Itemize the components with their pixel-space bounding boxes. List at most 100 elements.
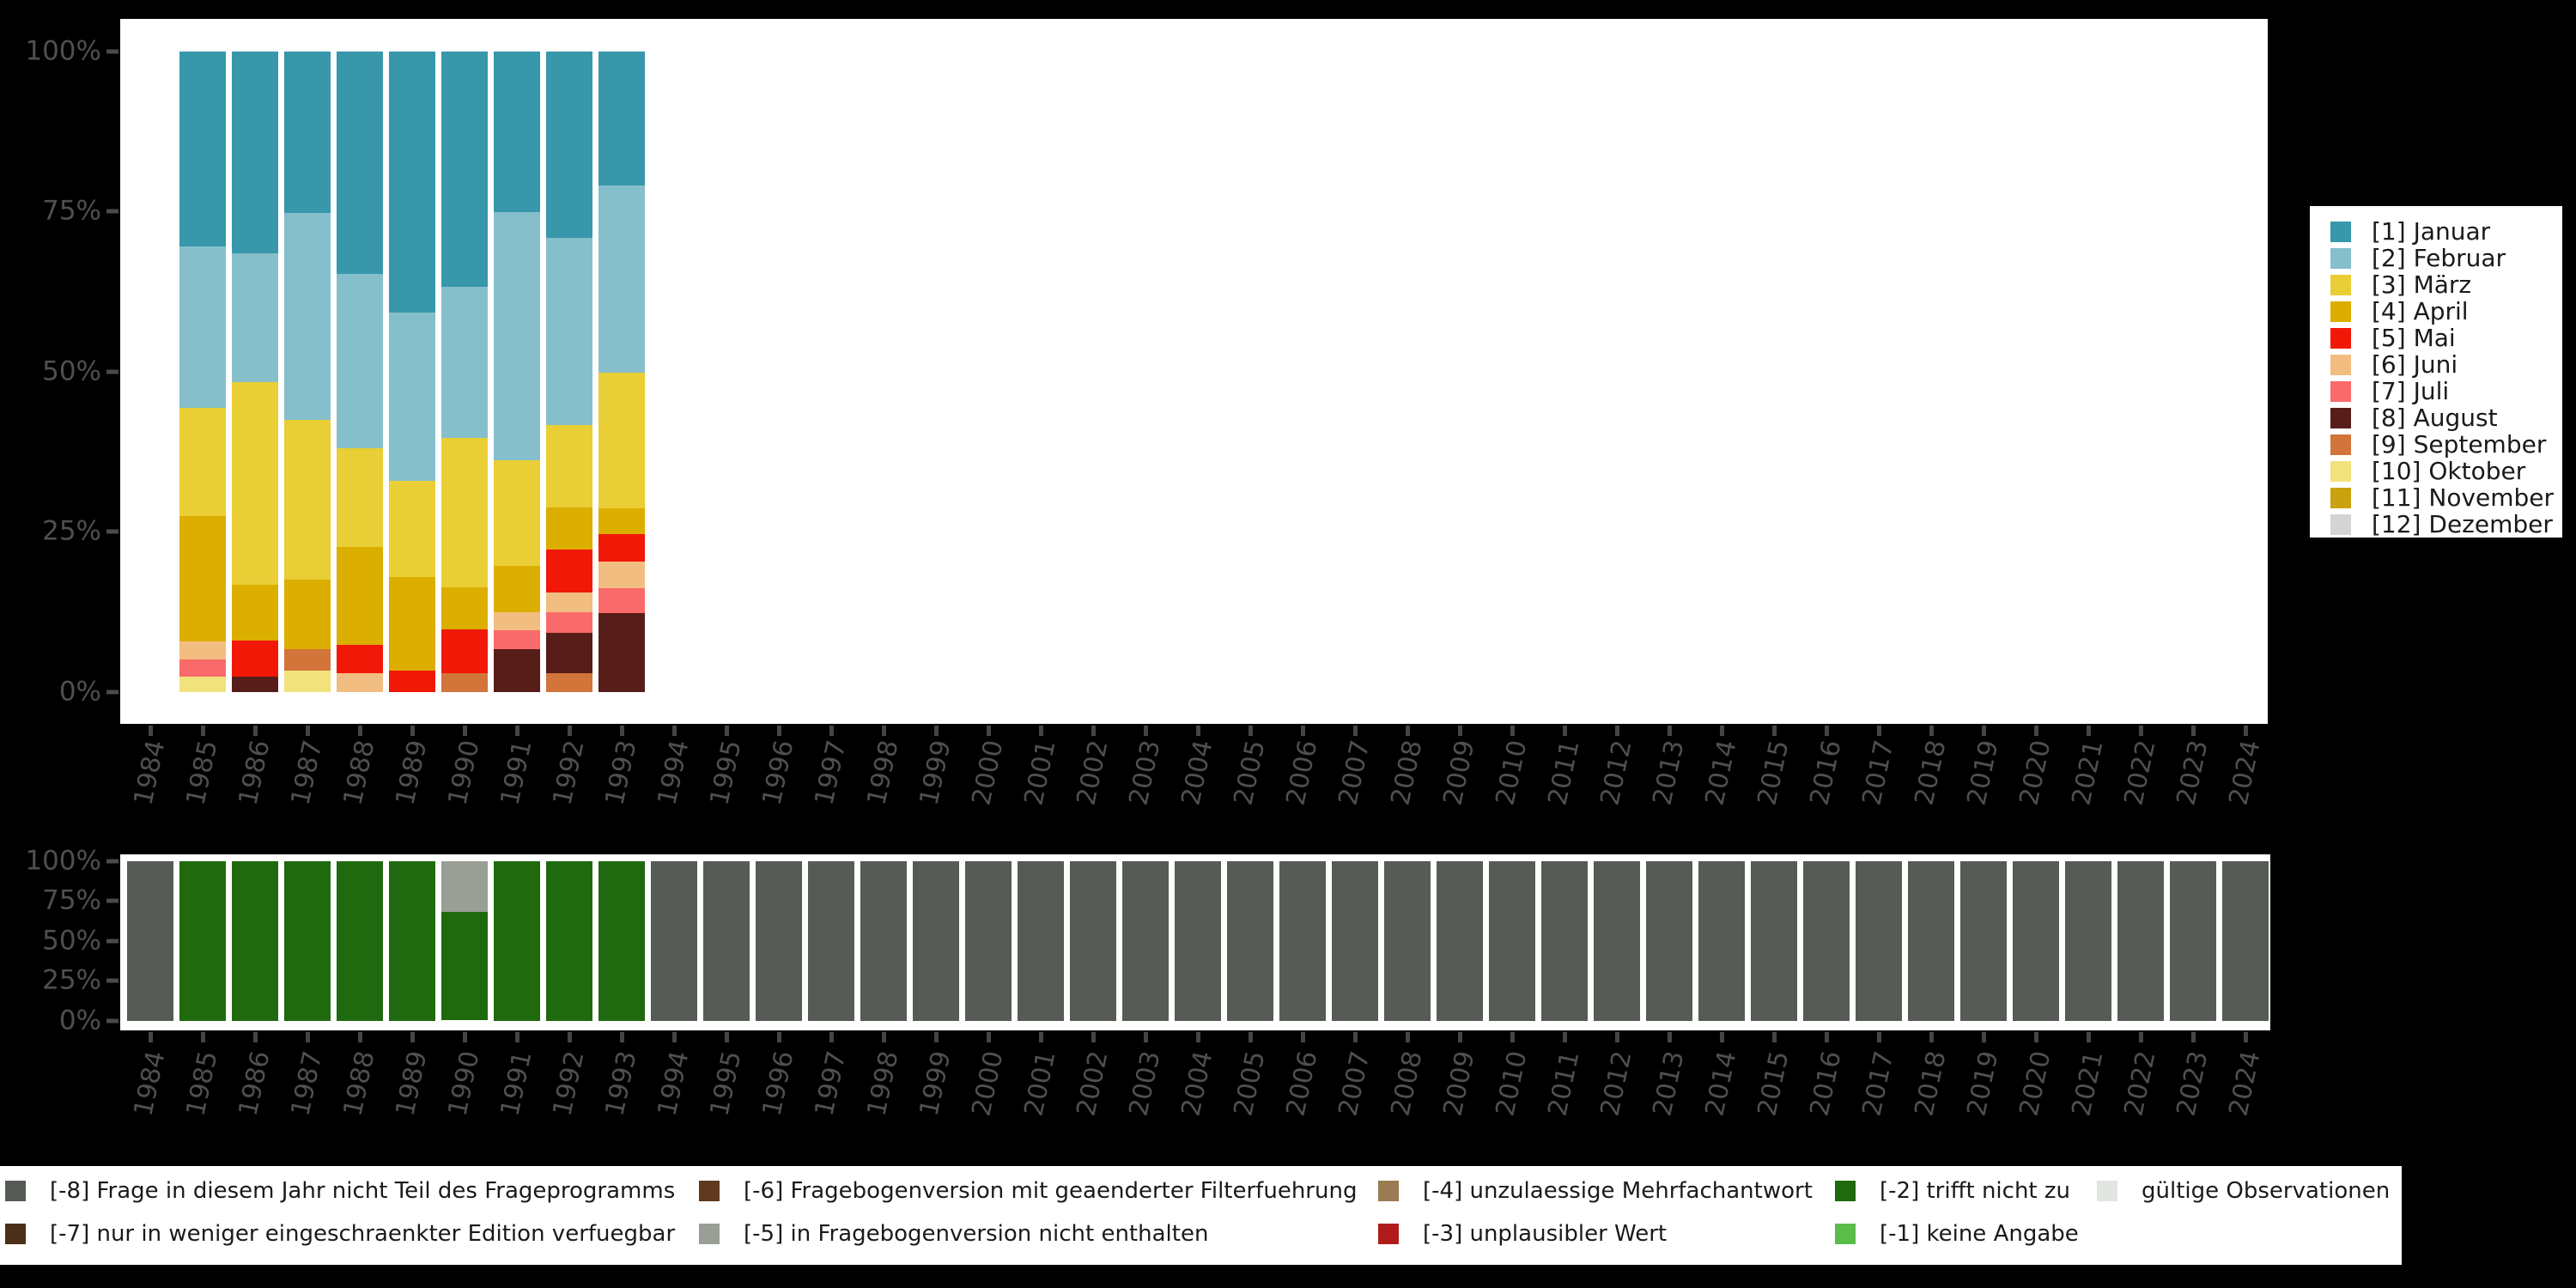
- bar-1992: [545, 51, 592, 693]
- legend-label: [5] Mai: [2372, 323, 2456, 352]
- x-axis-tick: [148, 1032, 153, 1042]
- bar-segment-1: [231, 51, 278, 254]
- x-axis-label: 2020: [2013, 1048, 2057, 1119]
- bar-segment-7: [545, 612, 592, 634]
- bar-segment-2: [598, 185, 645, 374]
- x-axis-label: 1999: [913, 1048, 957, 1119]
- x-axis-label: 2008: [1384, 737, 1429, 808]
- x-axis-tick: [933, 726, 939, 736]
- legend-swatch: [1378, 1181, 1399, 1201]
- bar-segment-3: [440, 437, 488, 588]
- bar-2017: [1855, 861, 1902, 1021]
- bar-segment-4: [283, 579, 331, 649]
- x-axis-label: 2020: [2013, 737, 2057, 808]
- bar-segment-8: [598, 613, 645, 692]
- x-axis-tick: [1248, 726, 1253, 736]
- bar-segment--8: [1593, 861, 1640, 1021]
- x-axis-tick: [567, 1032, 572, 1042]
- bar-segment--8: [650, 861, 697, 1021]
- bar-segment-5: [336, 644, 383, 674]
- bar-segment-8: [231, 677, 278, 692]
- x-axis-tick: [252, 1032, 258, 1042]
- x-axis-label: 1987: [284, 737, 329, 808]
- bar-2024: [2221, 861, 2269, 1021]
- bar-segment-2: [179, 246, 226, 409]
- bar-segment--8: [2117, 861, 2164, 1021]
- x-axis-label: 1996: [756, 737, 800, 808]
- x-axis-tick: [1352, 726, 1358, 736]
- bar-segment--2: [336, 861, 383, 1021]
- x-axis-label: 2019: [1960, 737, 2005, 808]
- x-axis-tick: [1614, 726, 1619, 736]
- x-axis-tick: [2190, 726, 2196, 736]
- x-axis-label: 1985: [179, 737, 224, 808]
- legend-entry-valid: gültige Observationen: [2097, 1180, 2390, 1202]
- x-axis-tick: [1929, 1032, 1934, 1042]
- x-axis-label: 1998: [860, 737, 905, 808]
- bar-segment-9: [545, 673, 592, 692]
- bar-segment-3: [493, 459, 540, 566]
- months-legend: [1] Januar [2] Februar [3] März [4] April [5…: [2310, 206, 2562, 538]
- bar-2000: [964, 861, 1012, 1021]
- x-axis-tick: [200, 726, 205, 736]
- x-axis-tick: [2138, 1032, 2143, 1042]
- x-axis-label: 1995: [703, 1048, 748, 1119]
- bar-segment--5: [440, 861, 488, 913]
- bar-1997: [807, 861, 854, 1021]
- legend-label: [8] August: [2372, 403, 2498, 432]
- x-axis-label: 1995: [703, 737, 748, 808]
- bar-segment-2: [545, 238, 592, 426]
- legend-label: gültige Observationen: [2142, 1178, 2391, 1204]
- y-axis-label: 0%: [58, 676, 101, 708]
- bar-segment--8: [1907, 861, 1954, 1021]
- x-axis-label: 2005: [1227, 737, 1272, 808]
- bar-segment--8: [1069, 861, 1116, 1021]
- x-axis-tick: [1929, 726, 1934, 736]
- legend-label: [2] Februar: [2372, 243, 2506, 272]
- legend-entry--2: [-2] trifft nicht zu: [1835, 1180, 2070, 1202]
- bar-segment--8: [1855, 861, 1902, 1021]
- legend-swatch: [2330, 247, 2351, 269]
- bar-1991: [493, 51, 540, 693]
- bar-2003: [1121, 861, 1169, 1021]
- bar-segment-6: [493, 612, 540, 630]
- x-axis-tick: [462, 726, 467, 736]
- bar-segment-4: [179, 515, 226, 641]
- legend-label: [-6] Fragebogenversion mit geaenderter F…: [744, 1178, 1358, 1204]
- month-distribution-chart-panel: [120, 19, 2268, 724]
- x-axis-tick: [1195, 1032, 1200, 1042]
- bar-1984: [126, 861, 173, 1021]
- x-axis-tick: [1719, 1032, 1724, 1042]
- x-axis-label: 1987: [284, 1048, 329, 1119]
- x-axis-tick: [357, 1032, 362, 1042]
- bar-segment--8: [1488, 861, 1535, 1021]
- bar-segment-7: [598, 588, 645, 614]
- x-axis-tick: [357, 726, 362, 736]
- x-axis-label: 2016: [1803, 1048, 1848, 1119]
- bar-segment--2: [179, 861, 226, 1021]
- x-axis-label: 2004: [1175, 1048, 1219, 1119]
- x-axis-label: 2019: [1960, 1048, 2005, 1119]
- x-axis-tick: [514, 726, 519, 736]
- x-axis-tick: [514, 1032, 519, 1042]
- bar-segment-1: [388, 51, 435, 313]
- legend-entry--5: [-5] in Fragebogenversion nicht enthalte…: [699, 1223, 1208, 1245]
- x-axis-label: 1990: [441, 737, 486, 808]
- x-axis-tick: [305, 726, 310, 736]
- bar-2001: [1017, 861, 1064, 1021]
- y-axis-tick: [106, 859, 118, 864]
- bar-segment-2: [283, 212, 331, 420]
- bar-2011: [1540, 861, 1588, 1021]
- bar-segment--8: [1959, 861, 2007, 1021]
- bar-segment-2: [336, 273, 383, 448]
- x-axis-label: 2016: [1803, 737, 1848, 808]
- x-axis-tick: [2086, 1032, 2091, 1042]
- x-axis-tick: [1300, 726, 1305, 736]
- bar-2008: [1383, 861, 1431, 1021]
- x-axis-label: 1997: [808, 1048, 853, 1119]
- bar-segment-3: [179, 408, 226, 516]
- legend-swatch: [5, 1224, 26, 1244]
- bar-2022: [2117, 861, 2164, 1021]
- legend-label: [6] Juni: [2372, 349, 2458, 379]
- x-axis-label: 2022: [2117, 1048, 2162, 1119]
